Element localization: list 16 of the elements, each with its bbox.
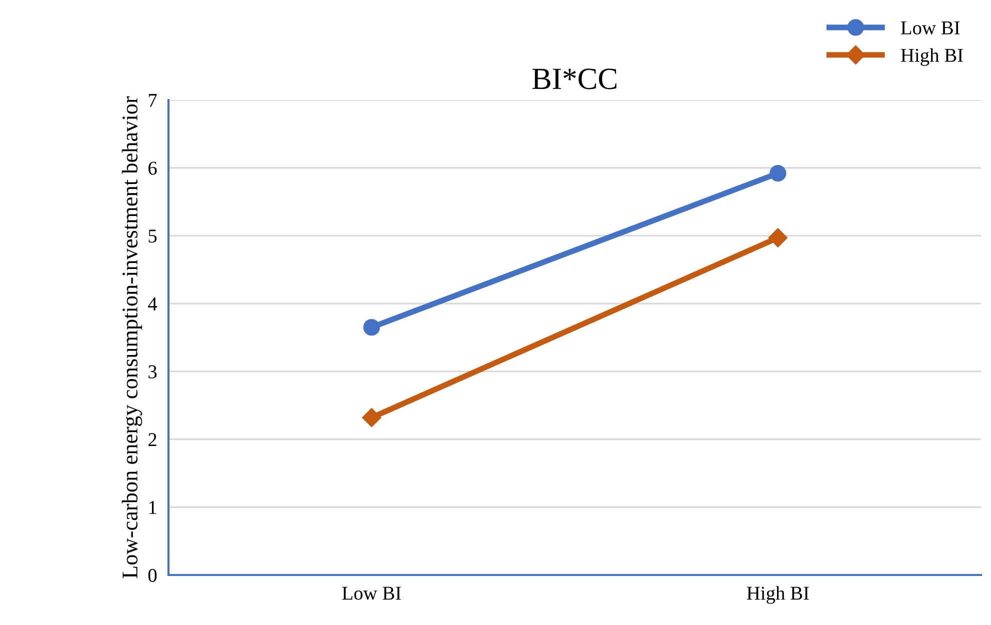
y-tick-label: 7 <box>148 94 157 107</box>
y-axis-title: Low-carbon energy consumption-investment behavior <box>122 96 142 578</box>
point <box>362 408 382 428</box>
point <box>770 164 786 182</box>
y-tick-label: 3 <box>148 365 157 378</box>
legend-label: High BI <box>900 48 963 66</box>
point <box>768 228 788 248</box>
y-tick-label: 4 <box>148 298 158 310</box>
y-tick-label: 0 <box>148 568 157 582</box>
chart-title: BI*CC <box>532 68 616 90</box>
y-tick-label: 6 <box>148 162 157 175</box>
y-tick-label: 2 <box>148 433 156 446</box>
y-tick-label: 5 <box>148 230 157 243</box>
point <box>363 318 380 336</box>
legend-label: Low BI <box>900 22 960 34</box>
y-tick-label: 1 <box>149 501 156 514</box>
